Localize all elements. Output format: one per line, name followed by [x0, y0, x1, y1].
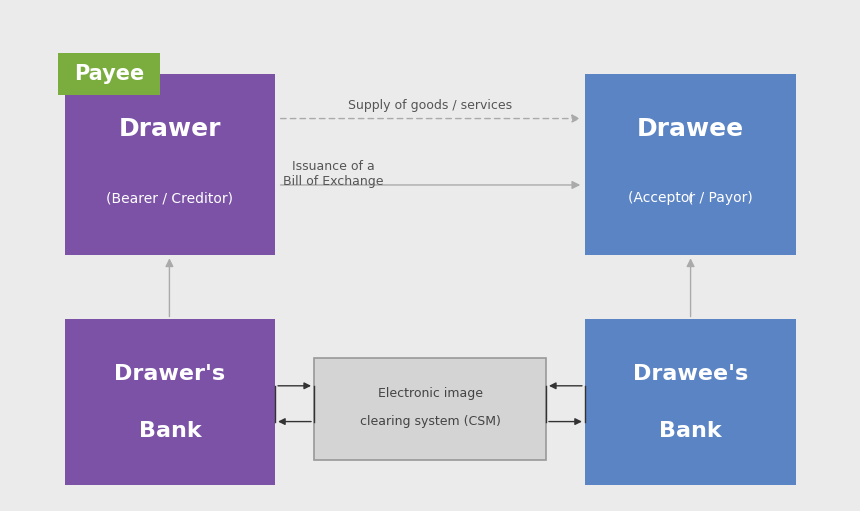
FancyBboxPatch shape [64, 319, 275, 485]
Text: (: ( [687, 191, 693, 205]
Text: Supply of goods / services: Supply of goods / services [348, 99, 512, 112]
Text: Drawer's: Drawer's [114, 364, 225, 384]
Text: Issuance of a
Bill of Exchange: Issuance of a Bill of Exchange [284, 160, 384, 188]
Text: (Acceptor / Payor): (Acceptor / Payor) [628, 191, 752, 205]
FancyBboxPatch shape [585, 74, 796, 256]
FancyBboxPatch shape [64, 74, 275, 256]
Text: Electronic image: Electronic image [378, 387, 482, 400]
Text: Payee: Payee [74, 63, 144, 84]
FancyBboxPatch shape [314, 358, 546, 460]
Text: clearing system (CSM): clearing system (CSM) [359, 415, 501, 428]
FancyBboxPatch shape [585, 319, 796, 485]
Text: Drawer: Drawer [119, 117, 221, 141]
Text: (Bearer / Creditor): (Bearer / Creditor) [107, 191, 233, 205]
FancyBboxPatch shape [58, 53, 160, 95]
Text: Drawee: Drawee [636, 117, 744, 141]
Text: Bank: Bank [138, 421, 201, 440]
Text: Drawee's: Drawee's [632, 364, 748, 384]
Text: Bank: Bank [659, 421, 722, 440]
